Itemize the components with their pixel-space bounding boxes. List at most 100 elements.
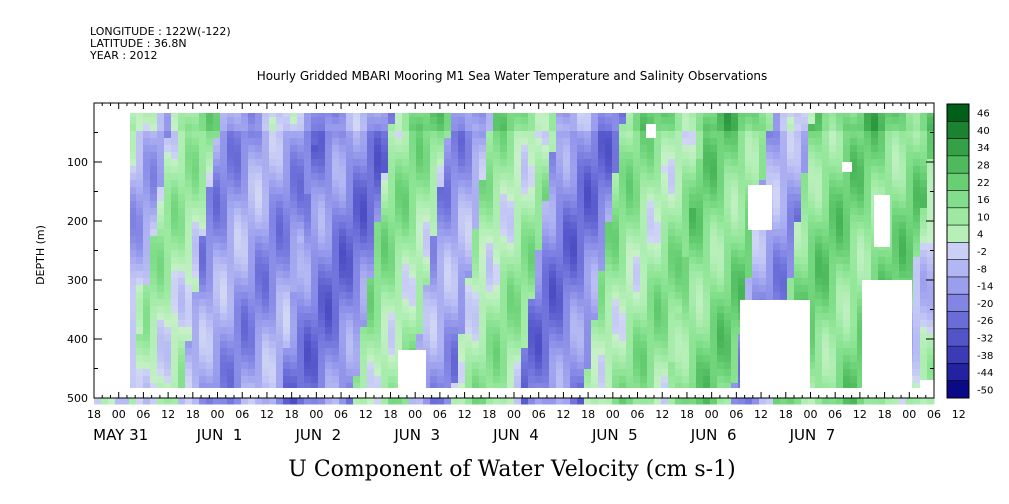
heatmap-cell bbox=[451, 236, 459, 244]
heatmap-cell bbox=[521, 278, 529, 286]
heatmap-cell bbox=[857, 194, 865, 202]
heatmap-cell bbox=[290, 236, 298, 244]
heatmap-cell bbox=[724, 369, 732, 377]
heatmap-cell bbox=[339, 180, 347, 188]
heatmap-cell bbox=[598, 376, 606, 384]
heatmap-cell bbox=[647, 348, 655, 356]
heatmap-cell bbox=[458, 250, 466, 258]
heatmap-cell bbox=[857, 152, 865, 160]
heatmap-cell bbox=[843, 348, 851, 356]
heatmap-cell bbox=[346, 173, 354, 181]
heatmap-cell bbox=[850, 243, 858, 251]
heatmap-cell bbox=[808, 348, 816, 356]
heatmap-cell bbox=[150, 292, 158, 300]
heatmap-cell bbox=[479, 159, 487, 167]
heatmap-cell bbox=[647, 166, 655, 174]
heatmap-cell bbox=[584, 152, 592, 160]
heatmap-cell bbox=[402, 208, 410, 216]
heatmap-cell bbox=[143, 271, 151, 279]
heatmap-cell bbox=[528, 201, 536, 209]
heatmap-cell bbox=[262, 180, 270, 188]
heatmap-cell bbox=[654, 285, 662, 293]
heatmap-cell bbox=[654, 369, 662, 377]
heatmap-cell bbox=[178, 278, 186, 286]
heatmap-cell bbox=[409, 236, 417, 244]
heatmap-cell bbox=[297, 299, 305, 307]
heatmap-cell bbox=[829, 327, 837, 335]
heatmap-cell bbox=[661, 327, 669, 335]
heatmap-cell bbox=[311, 320, 319, 328]
heatmap-cell bbox=[787, 201, 795, 209]
heatmap-cell bbox=[430, 110, 438, 118]
heatmap-cell bbox=[171, 355, 179, 363]
heatmap-cell bbox=[185, 264, 193, 272]
heatmap-cell bbox=[647, 222, 655, 230]
heatmap-cell bbox=[836, 215, 844, 223]
heatmap-cell bbox=[829, 348, 837, 356]
heatmap-cell bbox=[374, 257, 382, 265]
heatmap-cell bbox=[164, 376, 172, 384]
heatmap-cell bbox=[759, 173, 767, 181]
heatmap-cell bbox=[710, 264, 718, 272]
heatmap-cell bbox=[451, 110, 459, 118]
heatmap-cell bbox=[661, 285, 669, 293]
heatmap-cell bbox=[388, 222, 396, 230]
heatmap-cell bbox=[472, 285, 480, 293]
heatmap-cell bbox=[787, 166, 795, 174]
heatmap-cell bbox=[780, 236, 788, 244]
heatmap-cell bbox=[850, 285, 858, 293]
heatmap-cell bbox=[269, 194, 277, 202]
heatmap-cell bbox=[892, 145, 900, 153]
heatmap-cell bbox=[143, 117, 151, 125]
heatmap-cell bbox=[206, 362, 214, 370]
heatmap-cell bbox=[332, 264, 340, 272]
heatmap-cell bbox=[500, 313, 508, 321]
heatmap-cell bbox=[213, 362, 221, 370]
heatmap-cell bbox=[822, 145, 830, 153]
heatmap-cell bbox=[241, 348, 249, 356]
heatmap-cell bbox=[612, 292, 620, 300]
heatmap-cell bbox=[199, 159, 207, 167]
heatmap-cell bbox=[311, 355, 319, 363]
heatmap-cell bbox=[374, 187, 382, 195]
heatmap-cell bbox=[472, 341, 480, 349]
heatmap-cell bbox=[780, 397, 788, 405]
heatmap-cell bbox=[283, 138, 291, 146]
heatmap-cell bbox=[416, 117, 424, 125]
heatmap-cell bbox=[318, 250, 326, 258]
heatmap-cell bbox=[780, 138, 788, 146]
heatmap-cell bbox=[395, 152, 403, 160]
heatmap-cell bbox=[591, 264, 599, 272]
heatmap-cell bbox=[542, 355, 550, 363]
heatmap-cell bbox=[262, 138, 270, 146]
heatmap-cell bbox=[801, 194, 809, 202]
heatmap-cell bbox=[458, 341, 466, 349]
heatmap-cell bbox=[843, 152, 851, 160]
heatmap-cell bbox=[234, 243, 242, 251]
heatmap-cell bbox=[444, 229, 452, 237]
heatmap-cell bbox=[234, 117, 242, 125]
heatmap-cell bbox=[143, 201, 151, 209]
heatmap-cell bbox=[318, 159, 326, 167]
heatmap-cell bbox=[906, 117, 914, 125]
heatmap-cell bbox=[654, 383, 662, 391]
heatmap-cell bbox=[388, 285, 396, 293]
heatmap-cell bbox=[388, 159, 396, 167]
heatmap-cell bbox=[549, 292, 557, 300]
heatmap-cell bbox=[220, 257, 228, 265]
heatmap-cell bbox=[598, 383, 606, 391]
heatmap-cell bbox=[150, 138, 158, 146]
heatmap-cell bbox=[563, 334, 571, 342]
heatmap-cell bbox=[388, 110, 396, 118]
heatmap-cell bbox=[213, 299, 221, 307]
heatmap-cell bbox=[703, 313, 711, 321]
heatmap-cell bbox=[493, 194, 501, 202]
heatmap-cell bbox=[360, 215, 368, 223]
heatmap-cell bbox=[591, 383, 599, 391]
heatmap-cell bbox=[416, 229, 424, 237]
heatmap-cell bbox=[465, 201, 473, 209]
heatmap-cell bbox=[402, 341, 410, 349]
heatmap-cell bbox=[521, 166, 529, 174]
heatmap-cell bbox=[500, 117, 508, 125]
heatmap-cell bbox=[675, 173, 683, 181]
